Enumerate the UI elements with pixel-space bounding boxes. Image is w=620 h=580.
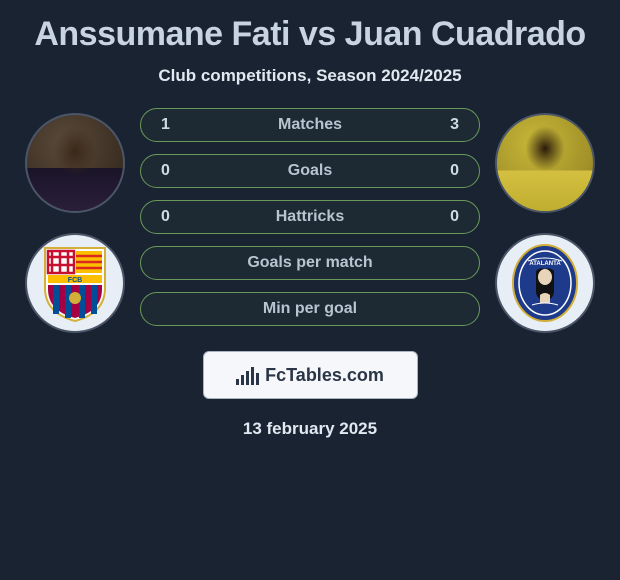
- stat-row-mpg: Min per goal: [140, 292, 480, 326]
- stat-left-value: 0: [161, 162, 191, 180]
- bars-icon: [236, 365, 259, 385]
- subtitle: Club competitions, Season 2024/2025: [158, 66, 461, 86]
- page-title: Anssumane Fati vs Juan Cuadrado: [34, 15, 585, 54]
- left-side: FCB: [25, 108, 125, 333]
- stat-left-value: 0: [161, 208, 191, 226]
- svg-text:ATALANTA: ATALANTA: [529, 261, 561, 267]
- svg-text:FCB: FCB: [68, 277, 82, 284]
- barca-crest-icon: FCB: [40, 243, 110, 323]
- club-logo-right: ATALANTA: [495, 233, 595, 333]
- infographic-container: Anssumane Fati vs Juan Cuadrado Club com…: [0, 0, 620, 454]
- footer-brand-text: FcTables.com: [265, 365, 384, 386]
- stat-left-value: 1: [161, 116, 191, 134]
- stat-label: Min per goal: [191, 300, 429, 318]
- stat-row-hattricks: 0 Hattricks 0: [140, 200, 480, 234]
- comparison-grid: FCB 1 Matches 3 0 Goals 0 0 Hattricks: [10, 108, 610, 333]
- player-photo-right: [495, 113, 595, 213]
- stat-row-goals: 0 Goals 0: [140, 154, 480, 188]
- right-side: ATALANTA: [495, 108, 595, 333]
- club-logo-left: FCB: [25, 233, 125, 333]
- stat-label: Hattricks: [191, 208, 429, 226]
- stat-row-gpm: Goals per match: [140, 246, 480, 280]
- stat-label: Goals per match: [191, 254, 429, 272]
- stat-right-value: 0: [429, 208, 459, 226]
- footer-brand-badge: FcTables.com: [203, 351, 418, 399]
- stat-label: Goals: [191, 162, 429, 180]
- stat-right-value: 0: [429, 162, 459, 180]
- atalanta-crest-icon: ATALANTA: [510, 243, 580, 323]
- player-photo-left: [25, 113, 125, 213]
- stat-right-value: 3: [429, 116, 459, 134]
- stat-label: Matches: [191, 116, 429, 134]
- stat-row-matches: 1 Matches 3: [140, 108, 480, 142]
- stats-column: 1 Matches 3 0 Goals 0 0 Hattricks 0 Goal…: [140, 108, 480, 326]
- date-label: 13 february 2025: [243, 419, 377, 439]
